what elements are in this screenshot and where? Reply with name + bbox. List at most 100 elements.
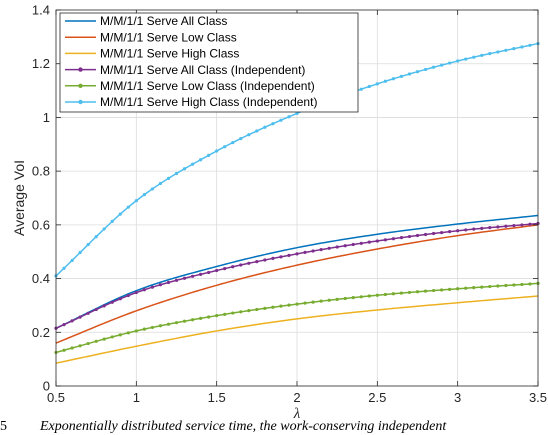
series-3 [55, 295, 539, 364]
data-point [407, 290, 412, 295]
y-tick-label: 0.2 [32, 325, 50, 340]
data-point [150, 187, 154, 191]
legend-marker [78, 67, 83, 72]
legend-label: M/M/1/1 Serve Low Class (Independent) [100, 79, 315, 93]
data-point [247, 261, 251, 265]
data-point [375, 293, 379, 297]
data-point [174, 278, 179, 282]
data-point [391, 237, 395, 241]
data-point [279, 118, 283, 122]
data-point [488, 226, 492, 230]
data-point [335, 245, 339, 249]
data-point [383, 292, 387, 297]
data-point [488, 284, 492, 289]
data-point [528, 43, 532, 47]
data-point [480, 53, 484, 58]
data-point [102, 304, 106, 308]
legend-entry: M/M/1/1 Serve Low Class (Independent) [65, 79, 315, 93]
data-point [472, 286, 476, 290]
data-point [199, 272, 203, 276]
data-point [134, 290, 138, 295]
data-point [231, 140, 235, 145]
data-point [351, 242, 355, 247]
data-point [215, 314, 219, 318]
data-point [215, 268, 219, 273]
data-point [456, 229, 460, 233]
data-point [134, 329, 138, 333]
x-tick-label: 1.5 [208, 390, 226, 405]
data-point [480, 285, 484, 289]
figure-caption-text: Exponentially distributed service time, … [40, 419, 447, 434]
data-point [86, 242, 90, 247]
data-point [472, 227, 476, 231]
data-point [319, 299, 323, 303]
series-line [55, 295, 539, 364]
data-point [359, 295, 363, 299]
data-point [199, 316, 203, 320]
data-point [70, 258, 74, 263]
data-point [359, 241, 363, 245]
data-point [351, 296, 355, 300]
data-point [247, 133, 251, 137]
tick-labels: 0.5 1 1.5 2 2.5 3 3.5 0 0.2 0.4 0.6 0.8 1 1.2 1.4 [32, 3, 547, 406]
data-point [295, 111, 299, 115]
data-point [488, 52, 492, 56]
legend-label: M/M/1/1 Serve All Class [100, 14, 227, 28]
data-point [134, 199, 138, 203]
data-point [223, 267, 227, 271]
data-point [70, 346, 74, 350]
data-point [102, 227, 106, 231]
data-point [263, 258, 267, 262]
data-point [255, 129, 259, 133]
legend-entry: M/M/1/1 Serve All Class [65, 14, 227, 28]
data-point [520, 45, 524, 49]
data-point [383, 238, 387, 242]
legend: M/M/1/1 Serve All Class M/M/1/1 Serve Low… [59, 12, 359, 113]
data-point [391, 77, 395, 81]
legend-entry: M/M/1/1 Serve High Class (Independent) [65, 95, 317, 109]
legend-entry: M/M/1/1 Serve All Class (Independent) [65, 63, 305, 77]
data-point [327, 246, 331, 250]
data-point [448, 61, 452, 65]
y-tick-label: 0.8 [32, 164, 50, 179]
legend-label: M/M/1/1 Serve High Class (Independent) [100, 95, 317, 109]
data-point [190, 318, 195, 322]
data-point [70, 319, 74, 323]
data-point [520, 282, 524, 287]
data-point [142, 288, 146, 292]
data-point [118, 212, 122, 216]
data-point [150, 285, 154, 289]
data-point [407, 234, 412, 239]
data-point [512, 47, 516, 51]
x-tick-label: 3.5 [529, 390, 547, 405]
data-point [456, 287, 460, 291]
legend-label: M/M/1/1 Serve All Class (Independent) [100, 63, 305, 77]
y-tick-label: 0.6 [32, 217, 50, 232]
data-point [94, 339, 98, 343]
data-point [166, 176, 171, 180]
data-point [86, 311, 90, 315]
data-point [464, 57, 468, 61]
data-point [287, 115, 291, 119]
data-point [78, 250, 82, 255]
data-point [78, 315, 82, 319]
series-line [55, 224, 539, 344]
data-point [263, 125, 267, 129]
legend-box [59, 12, 359, 113]
data-point [215, 149, 219, 153]
data-point [528, 282, 532, 286]
data-point [512, 224, 516, 228]
data-point [271, 122, 275, 126]
data-point [126, 293, 130, 298]
legend-marker [78, 99, 83, 105]
data-point [247, 309, 251, 313]
figure-number: 5 [0, 419, 7, 434]
y-tick-label: 1 [43, 110, 50, 125]
data-point [504, 224, 508, 228]
data-point [142, 327, 146, 331]
data-point [166, 280, 171, 285]
data-point [311, 249, 315, 253]
data-point [142, 193, 146, 197]
data-point [415, 290, 420, 294]
data-point [239, 310, 243, 314]
